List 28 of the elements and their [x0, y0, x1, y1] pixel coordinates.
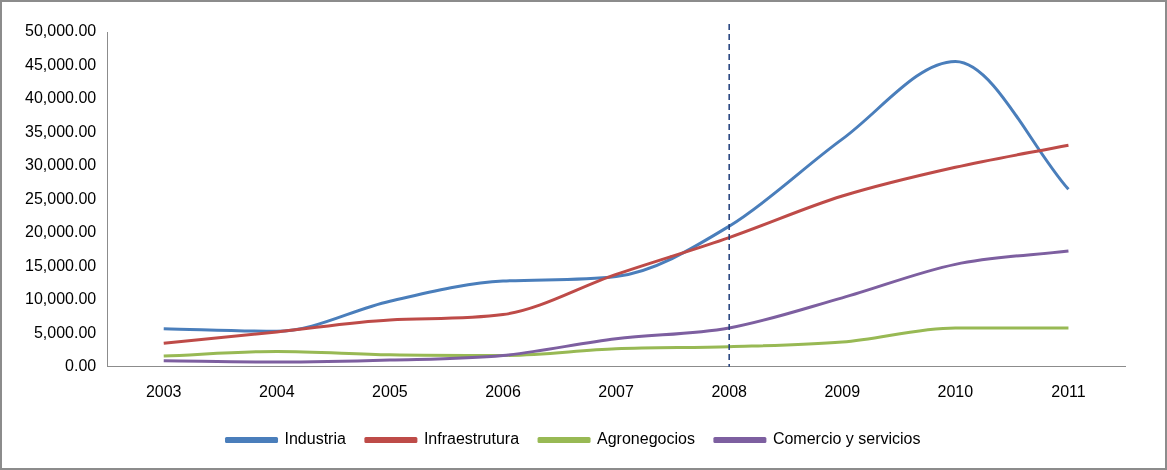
- y-tick-label: 20,000.00: [24, 223, 97, 241]
- line-series: [162, 326, 1070, 358]
- x-tick-label: 2003: [145, 382, 182, 400]
- line-series: [162, 59, 1070, 333]
- y-tick-label: 50,000.00: [24, 22, 97, 40]
- x-tick-label: 2011: [1051, 382, 1086, 400]
- y-tick-label: 40,000.00: [24, 89, 97, 107]
- y-tick-label: 0.00: [65, 357, 97, 375]
- x-tick-label: 2010: [937, 382, 974, 400]
- x-tick-label: 2007: [598, 382, 634, 400]
- x-tick-label: 2008: [711, 382, 748, 400]
- y-tick-label: 10,000.00: [24, 290, 97, 308]
- x-tick-label: 2004: [259, 382, 295, 400]
- legend-label: Agronegocios: [597, 430, 695, 448]
- line-series: [162, 143, 1070, 345]
- legend-label: Industria: [284, 430, 346, 448]
- legend-label: Infraestrutura: [423, 430, 520, 448]
- x-tick-label: 2006: [485, 382, 521, 400]
- x-tick-label: 2009: [824, 382, 861, 400]
- y-tick-label: 25,000.00: [24, 189, 97, 207]
- y-tick-label: 45,000.00: [24, 55, 97, 73]
- x-tick-label: 2005: [372, 382, 408, 400]
- y-tick-label: 15,000.00: [24, 256, 97, 274]
- y-tick-label: 35,000.00: [24, 122, 97, 140]
- y-tick-label: 30,000.00: [24, 156, 97, 174]
- y-tick-label: 5,000.00: [33, 323, 97, 341]
- legend-label: Comercio y servicios: [772, 430, 921, 448]
- line-series: [162, 249, 1070, 364]
